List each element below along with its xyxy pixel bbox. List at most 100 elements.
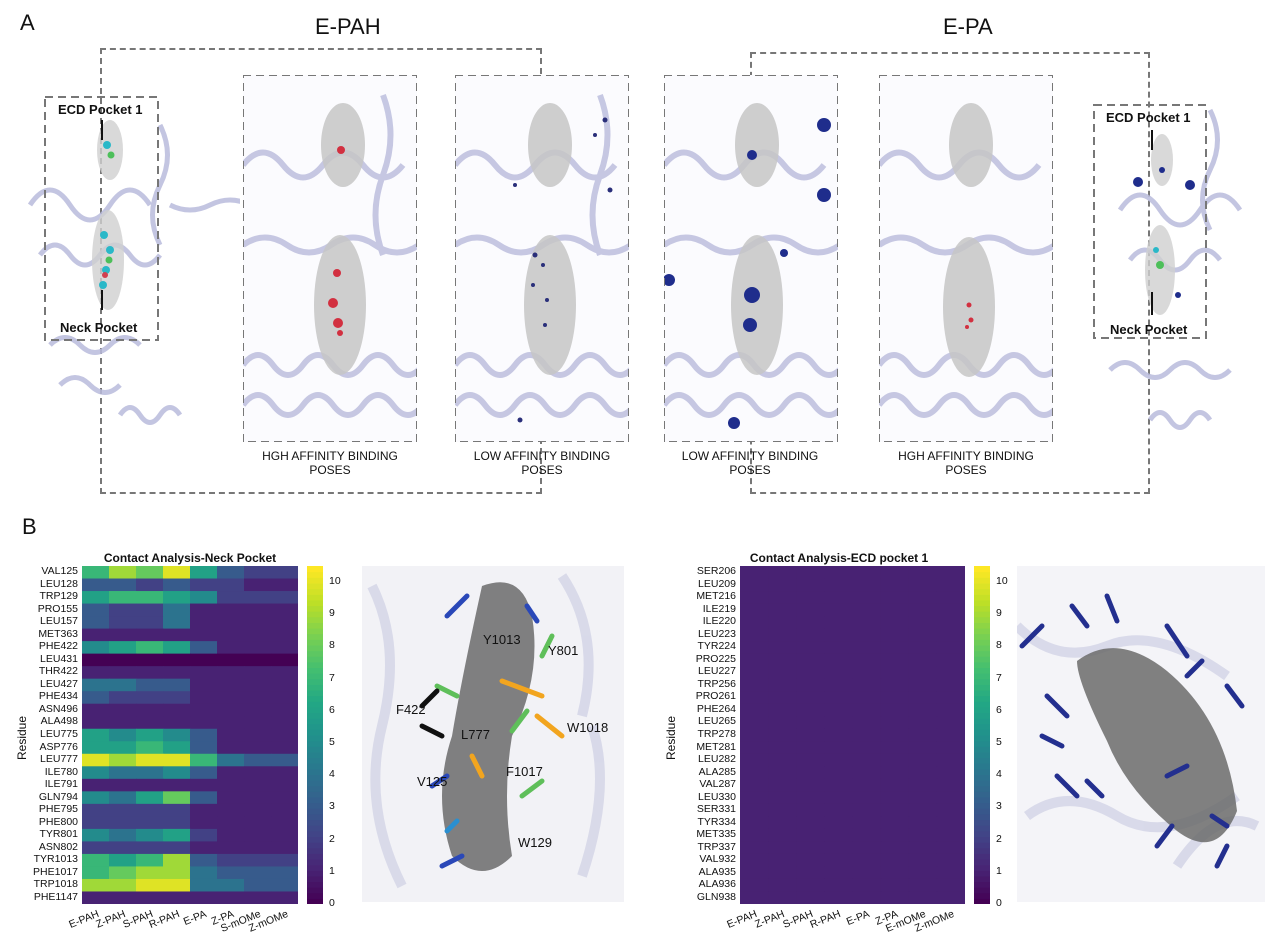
heatmap1-row-label: LEU431 [40,652,78,665]
heatmap1-row-label: LEU775 [40,728,78,740]
heatmap2-cell [824,616,853,630]
colorbar-segment [307,746,323,753]
heatmap2-cell [852,716,882,730]
heatmap1-row-label: PHE1147 [33,890,78,903]
heatmap2-cell [908,853,938,867]
heatmap1-cell [271,616,298,630]
colorbar-segment [974,842,990,849]
heatmap1-cell [217,891,245,904]
heatmap2-cell [908,703,938,717]
heatmap2-cell [852,891,882,904]
heatmap1-cell [136,728,164,742]
heatmap2-cell [824,753,853,767]
colorbar-segment [307,616,323,623]
heatmap2-cell [796,628,825,642]
heatmap2-cell [796,791,825,805]
pose-label-3: LOW AFFINITY BINDING POSES [681,449,819,477]
colorbar-segment [307,796,323,804]
heatmap2-row-label: LEU209 [698,577,736,590]
heatmap1-cell [190,766,218,780]
heatmap1-cell [163,866,191,880]
heatmap1-cell [163,766,191,780]
heatmap2-row-label: TRP337 [697,840,736,853]
heatmap1-cell [109,728,137,742]
heatmap1-cell [163,678,191,692]
heatmap1-cell [109,778,137,792]
colorbar-segment [307,763,323,770]
zoom-e-pa-low [664,75,838,442]
colorbar-segment [974,582,990,590]
heatmap1-cell [271,891,298,904]
heatmap2-row-label: ILE219 [702,602,736,615]
heatmap2-cell [880,653,910,667]
colorbar-segment [974,622,990,629]
heatmap1-cell [244,603,272,617]
residue-label: Y801 [548,643,579,658]
heatmap2-cell [908,566,938,580]
heatmap2-cell [880,778,910,792]
colorbar-segment [974,701,990,708]
heatmap1-cell [271,678,298,692]
heatmap2-row-label: PRO225 [695,652,736,665]
heatmap2-cell [824,866,853,880]
heatmap2-cell [936,716,965,730]
colorbar-segment [307,673,323,680]
heatmap2-cell [908,728,938,742]
heatmap1-cell [109,616,137,630]
heatmap2-cell [740,853,769,867]
colorbar-tick-label: 2 [996,832,1002,845]
heatmap1-cell [163,641,191,655]
heatmap2-cell [880,678,910,692]
heatmap1-cell [136,791,164,805]
heatmap2-cell [768,866,797,880]
heatmap2-cell [936,828,965,842]
heatmap2-cell [936,728,965,742]
heatmap1-cell [82,578,110,592]
heatmap2-cell [768,616,797,630]
colorbar-segment [974,571,990,578]
heatmap1-cell [244,816,272,830]
heatmap1-row-label: LEU128 [40,577,78,590]
heatmap2-cell [768,816,797,830]
heatmap1-cell [136,666,164,680]
heatmap2-cell [908,866,938,880]
heatmap1-cell [109,753,137,767]
heatmap1-cell [82,741,110,755]
heatmap2-cell [796,803,825,817]
colorbar-tick-label: 4 [996,768,1002,781]
heatmap2-cell [852,703,882,717]
colorbar-segment [307,729,323,736]
colorbar-segment [307,684,323,691]
colorbar-segment [307,701,323,708]
heatmap2-cell [936,691,965,705]
heatmap1-cell [190,753,218,767]
heatmap2-cell [824,691,853,705]
heatmap2-cell [740,878,769,892]
heatmap2-cell [936,853,965,867]
heatmap1-cell [136,653,164,667]
colorbar-segment [974,864,990,871]
heatmap1-cell [163,566,191,580]
heatmap1-cell [136,578,164,592]
heatmap1-row-label: TYR1013 [33,853,78,866]
heatmap2-cell [740,891,769,904]
colorbar-segment [974,757,990,764]
heatmap2-cell [796,866,825,880]
heatmap2-cell [936,791,965,805]
colorbar-segment [307,881,323,888]
colorbar-tick-label: 1 [329,864,335,877]
heatmap2-cell [796,678,825,692]
heatmap2-cell [880,641,910,655]
heatmap1-cell [217,603,245,617]
heatmap1-cell [244,691,272,705]
colorbar-tick-label: 7 [996,671,1002,684]
heatmap1-cell [109,741,137,755]
heatmap1-row-label: ASN802 [38,840,78,853]
heatmap1-cell [109,853,137,867]
heatmap2-col-label: R-PAH [808,908,843,932]
colorbar-segment [974,605,990,612]
heatmap2-row-label: TYR224 [697,640,736,653]
heatmap2-row-label: ALA936 [698,878,736,891]
heatmap1-cell [271,766,298,780]
heatmap2-cell [740,841,769,855]
